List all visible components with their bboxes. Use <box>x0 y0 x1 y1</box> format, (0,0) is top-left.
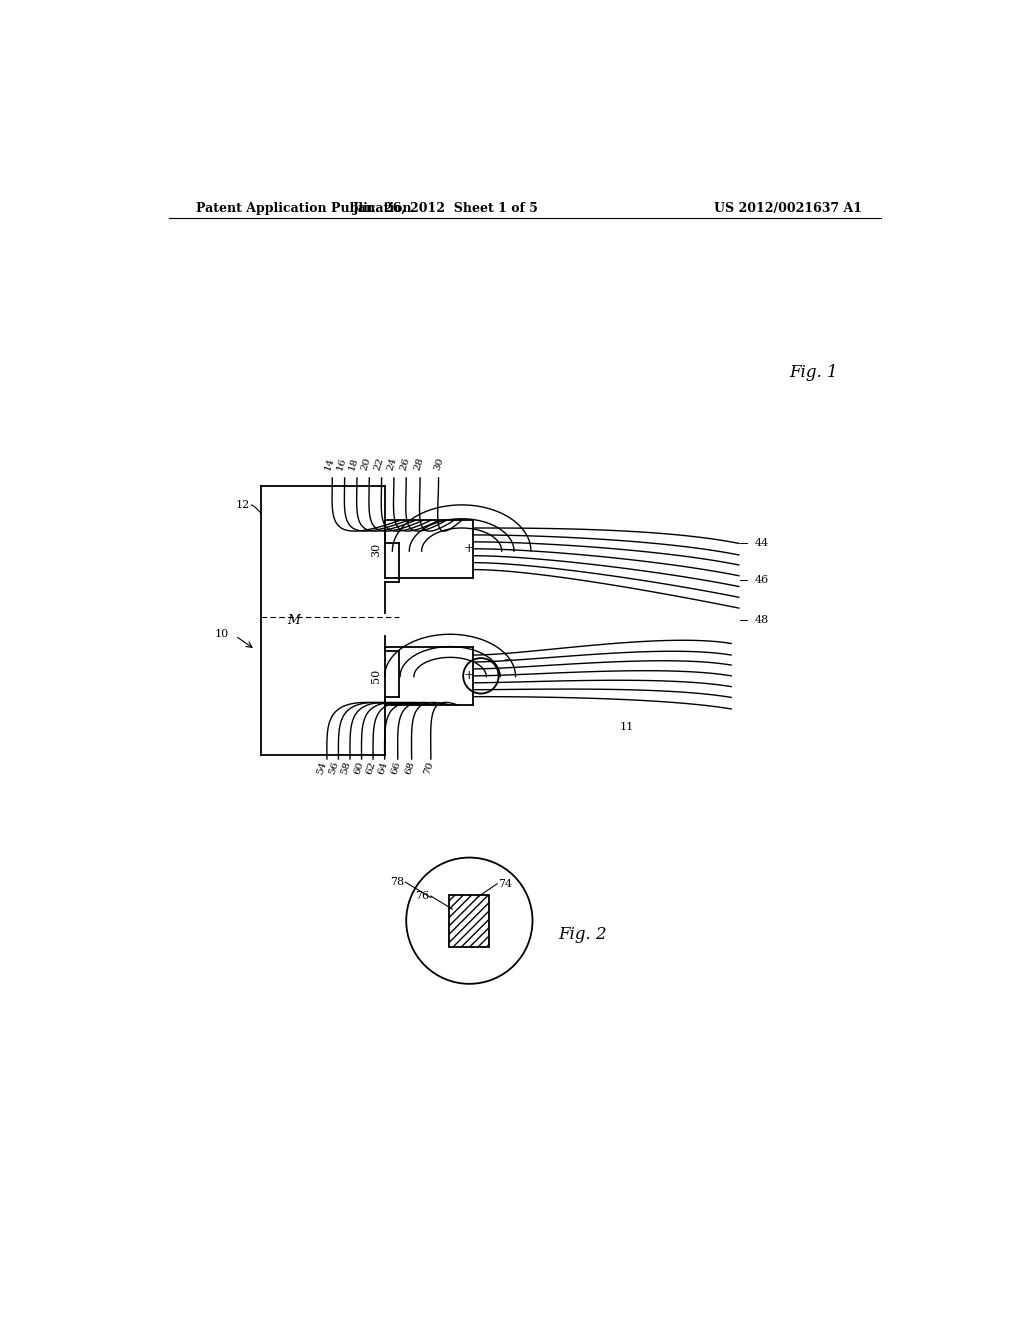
Text: 54: 54 <box>315 760 328 776</box>
Text: 60: 60 <box>352 760 365 776</box>
Text: 20: 20 <box>359 457 373 471</box>
Text: 70: 70 <box>422 760 435 776</box>
Text: 30: 30 <box>371 543 381 557</box>
Bar <box>450 895 489 946</box>
Text: 62: 62 <box>365 760 377 776</box>
Text: 78: 78 <box>390 878 403 887</box>
Text: 50: 50 <box>371 669 381 682</box>
Text: 24: 24 <box>385 457 398 471</box>
Text: Patent Application Publication: Patent Application Publication <box>196 202 412 215</box>
Text: 58: 58 <box>340 760 352 776</box>
Text: 44: 44 <box>755 539 768 548</box>
Text: 22: 22 <box>372 457 385 471</box>
Text: 56: 56 <box>328 760 340 776</box>
Text: M: M <box>288 614 300 627</box>
Text: 12: 12 <box>236 500 250 510</box>
Text: 48: 48 <box>755 615 768 626</box>
Text: 66: 66 <box>390 760 402 776</box>
Text: +: + <box>464 669 475 682</box>
Text: 26: 26 <box>398 457 411 471</box>
Text: 68: 68 <box>403 760 417 776</box>
Text: 74: 74 <box>499 879 513 888</box>
Circle shape <box>407 858 532 983</box>
Text: ~: ~ <box>503 653 513 667</box>
Text: 18: 18 <box>347 457 360 471</box>
Text: 10: 10 <box>215 630 229 639</box>
Text: 30: 30 <box>432 457 444 471</box>
Text: 76: 76 <box>415 891 429 902</box>
Text: 64: 64 <box>377 760 389 776</box>
Text: 11: 11 <box>621 722 634 731</box>
Text: Fig. 2: Fig. 2 <box>558 927 606 942</box>
Text: +: + <box>464 543 475 556</box>
Text: 16: 16 <box>335 457 348 471</box>
Text: Jan. 26, 2012  Sheet 1 of 5: Jan. 26, 2012 Sheet 1 of 5 <box>353 202 540 215</box>
Text: 28: 28 <box>413 457 426 471</box>
Text: 46: 46 <box>755 576 768 585</box>
Text: Fig. 1: Fig. 1 <box>788 364 838 381</box>
Text: US 2012/0021637 A1: US 2012/0021637 A1 <box>714 202 862 215</box>
Text: 14: 14 <box>323 457 336 471</box>
